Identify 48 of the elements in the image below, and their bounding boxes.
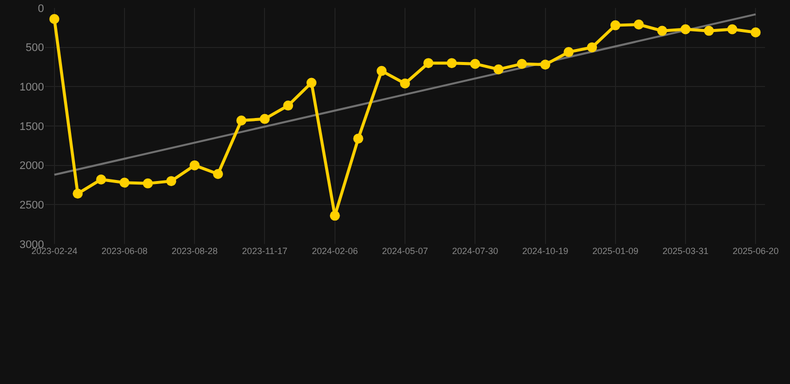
point — [212, 168, 223, 179]
y-tick-label: 500 — [26, 42, 44, 54]
x-tick-label: 2024-02-06 — [312, 246, 358, 256]
point — [236, 115, 246, 126]
point — [400, 78, 410, 89]
point — [587, 42, 598, 52]
point — [49, 14, 60, 24]
point — [72, 188, 83, 199]
point — [494, 64, 504, 74]
x-tick-label: 2024-05-07 — [382, 246, 428, 256]
point — [330, 210, 340, 221]
x-tick-label: 2023-06-08 — [101, 246, 148, 256]
point — [283, 100, 294, 111]
x-tick-label: 2023-08-28 — [172, 246, 218, 256]
point — [564, 47, 574, 58]
x-tick-label: 2025-03-31 — [662, 246, 709, 256]
point — [119, 178, 130, 188]
point — [704, 26, 714, 36]
point — [142, 178, 153, 188]
point — [423, 58, 434, 68]
point — [96, 174, 106, 184]
point — [750, 27, 761, 38]
x-tick-label: 2025-01-09 — [592, 246, 638, 256]
point — [516, 58, 527, 69]
point — [540, 60, 550, 70]
y-tick-label: 2000 — [20, 160, 44, 172]
point — [306, 78, 316, 88]
point — [166, 176, 176, 186]
x-tick-label: 2023-02-24 — [31, 246, 78, 256]
point — [353, 134, 364, 144]
point — [190, 160, 200, 170]
y-tick-label: 2500 — [20, 200, 44, 212]
point — [680, 24, 691, 34]
point — [657, 26, 668, 36]
point — [376, 66, 387, 76]
point — [727, 24, 738, 34]
x-tick-label: 2024-07-30 — [452, 246, 498, 256]
point — [446, 58, 457, 68]
x-tick-label: 2024-10-19 — [522, 246, 568, 256]
point — [260, 114, 270, 124]
y-tick-label: 0 — [38, 2, 44, 15]
point — [610, 20, 620, 30]
y-tick-label: 1500 — [20, 120, 44, 133]
point — [470, 58, 480, 69]
point — [634, 20, 644, 30]
y-tick-label: 1000 — [20, 82, 44, 94]
x-tick-label: 2025-06-20 — [732, 246, 779, 256]
x-tick-label: 2023-11-17 — [242, 246, 288, 256]
